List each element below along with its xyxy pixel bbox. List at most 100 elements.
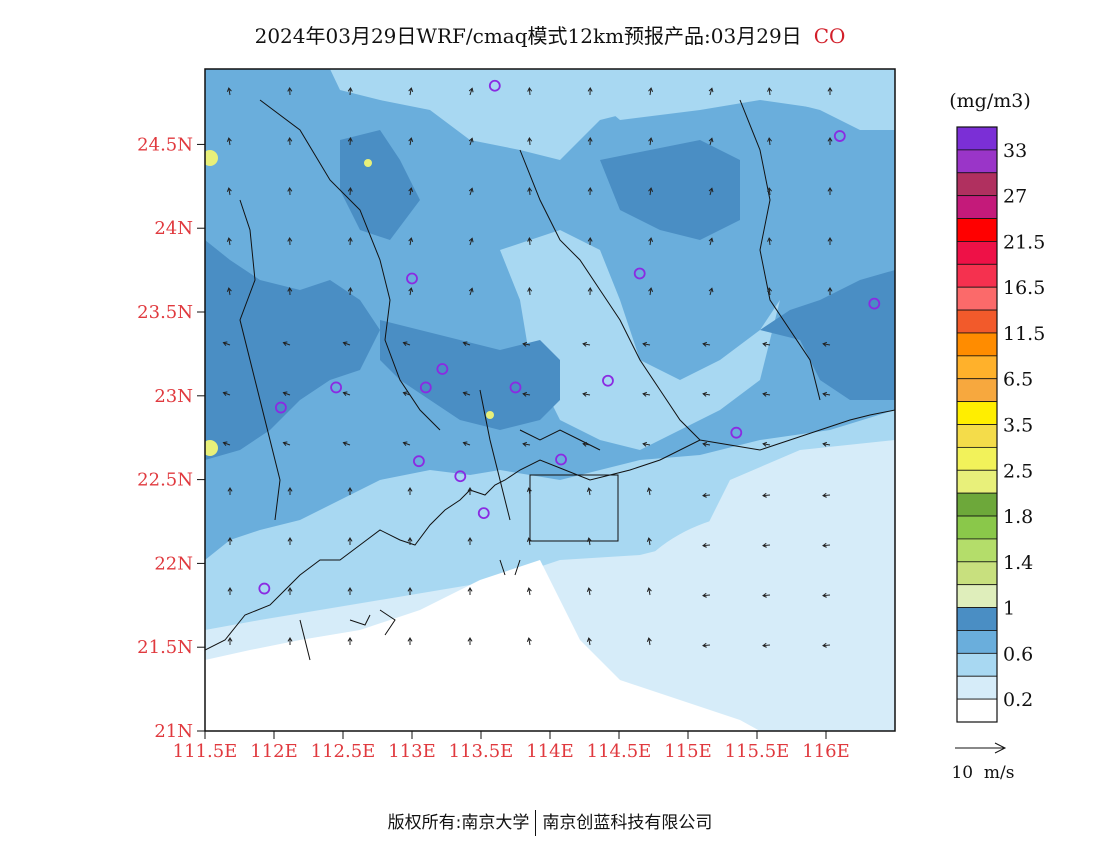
province-boundary-west: [239, 199, 281, 521]
wind-legend-arrowhead: [994, 742, 1007, 754]
lon-tick-label: 114E: [526, 741, 574, 762]
wind-arrow: [347, 137, 353, 146]
wind-arrow: [827, 187, 833, 195]
colorbar-swatch: [956, 538, 998, 563]
wind-arrow: [762, 542, 771, 548]
wind-arrow: [587, 287, 593, 296]
wind-arrow: [702, 341, 711, 347]
lon-tick-label: 114.5E: [587, 741, 652, 762]
wind-arrow: [522, 441, 531, 447]
wind-arrow: [462, 441, 471, 447]
wind-arrow: [407, 487, 413, 495]
wind-arrow: [527, 287, 533, 296]
lon-tick-label: 113.5E: [449, 741, 514, 762]
wind-arrow: [282, 441, 291, 447]
wind-arrow: [822, 441, 831, 447]
wind-arrow: [642, 391, 651, 397]
wind-arrow: [408, 87, 414, 96]
colorbar-label: 33: [1003, 140, 1027, 162]
wind-arrow: [582, 441, 591, 447]
field-yellow-spot-west: [205, 150, 218, 166]
title-species: CO: [813, 24, 846, 48]
wind-arrow: [822, 391, 831, 397]
wind-arrow: [347, 87, 353, 96]
colorbar-swatch: [956, 149, 998, 174]
shenzhen-box: [529, 474, 619, 542]
wind-arrow: [227, 487, 233, 495]
colorbar-label: 1.8: [1003, 506, 1033, 528]
wind-arrow: [227, 537, 233, 545]
colorbar-swatch: [956, 378, 998, 403]
wind-arrow: [226, 237, 232, 246]
colorbar-label: 16.5: [1003, 277, 1045, 299]
colorbar-swatch: [956, 355, 998, 380]
wind-arrow: [468, 237, 474, 246]
wind-arrow: [642, 441, 651, 447]
wind-arrow: [226, 287, 232, 296]
colorbar-labels: 33 27 21.5 16.5 11.5 6.5 3.5 2.5 1.8 1.4 1 0.6 0.2: [1003, 140, 1045, 711]
wind-arrow: [527, 137, 533, 146]
wind-arrow: [702, 642, 711, 648]
field-dark-center: [380, 320, 560, 430]
wind-arrow: [287, 237, 293, 246]
colorbar-swatch: [956, 675, 998, 700]
wind-arrow: [467, 487, 473, 495]
wind-arrow: [287, 537, 293, 545]
wind-arrow: [282, 391, 291, 397]
lat-tick-label: 21.5N: [137, 637, 193, 658]
wind-arrow: [587, 87, 593, 96]
wind-arrow: [287, 87, 293, 96]
wind-arrow: [822, 592, 831, 598]
wind-arrow: [527, 237, 533, 246]
wind-arrow: [226, 87, 232, 96]
title-main: 2024年03月29日WRF/cmaq模式12km预报产品:03月29日: [254, 24, 802, 48]
wind-arrow: [226, 137, 232, 146]
station-marker: [412, 455, 425, 468]
wind-arrow: [762, 341, 771, 347]
station-marker: [509, 381, 522, 394]
colorbar-label: 2.5: [1003, 460, 1033, 482]
colorbar-label: 1: [1003, 598, 1015, 620]
wind-arrow: [708, 287, 714, 296]
colorbar-label: 11.5: [1003, 323, 1045, 345]
wind-arrow: [526, 637, 532, 646]
field-dark-north: [340, 130, 420, 240]
wind-arrow: [347, 487, 353, 495]
station-marker: [258, 582, 271, 595]
boundary-lines: [205, 99, 895, 661]
wind-arrow: [646, 587, 652, 596]
wind-arrow: [287, 187, 293, 196]
wind-arrow: [582, 341, 591, 347]
station-marker: [436, 363, 449, 375]
monitoring-stations: [258, 79, 881, 595]
lon-tick-label: 112.5E: [311, 741, 376, 762]
wind-arrow: [587, 237, 593, 246]
wind-arrow: [648, 87, 654, 96]
wind-arrow: [287, 287, 293, 296]
field-yellow-spot-west-2: [205, 440, 218, 456]
wind-arrow: [287, 487, 293, 495]
wind-arrow: [227, 637, 233, 645]
longitude-axis: 111.5E 112E 112.5E 113E 113.5E 114E 114.5E 115E…: [173, 731, 850, 762]
wind-arrow: [526, 487, 532, 496]
footer-copyright: 版权所有:南京大学: [387, 813, 530, 833]
wind-arrow: [762, 492, 771, 498]
station-marker: [488, 79, 501, 92]
colorbar-swatch: [956, 241, 998, 265]
wind-arrow: [467, 587, 473, 595]
footer: 版权所有:南京大学 南京创蓝科技有限公司: [0, 808, 1100, 836]
wind-arrow: [282, 341, 291, 347]
wind-arrow: [646, 537, 652, 546]
lon-tick-label: 111.5E: [173, 741, 238, 762]
colorbar-swatch: [956, 263, 998, 288]
wind-arrow: [467, 637, 473, 645]
colorbar-swatch: [956, 561, 998, 586]
wind-arrow: [827, 137, 833, 145]
colorbar-label: 0.2: [1003, 689, 1033, 711]
station-marker: [419, 381, 432, 394]
colorbar-swatch: [956, 607, 998, 631]
wind-arrow: [468, 287, 474, 296]
wind-arrow: [708, 137, 714, 146]
wind-arrow: [708, 237, 714, 246]
